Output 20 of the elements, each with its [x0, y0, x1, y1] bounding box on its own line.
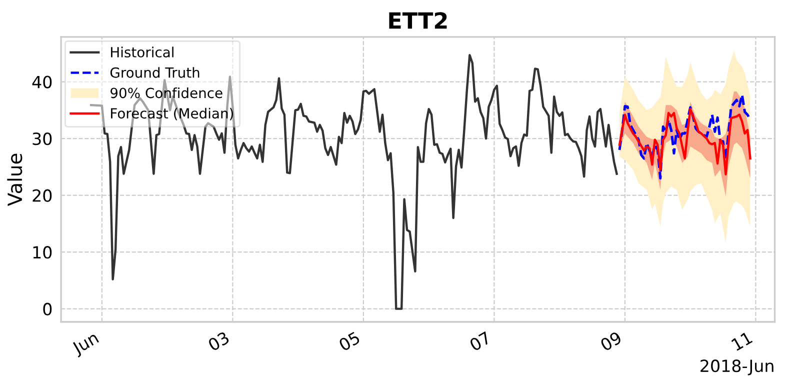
y-tick-label: 10 [33, 246, 52, 259]
legend-label: Historical [111, 46, 174, 58]
x-tick-label: 11 [731, 331, 753, 351]
text: 2018-Jun [700, 360, 774, 376]
line-series [618, 108, 752, 176]
y-tick-label: 20 [32, 189, 52, 202]
legend-label: 90% Confidence [110, 87, 222, 98]
line-series [618, 94, 752, 180]
x-tick-label: 09 [600, 331, 622, 352]
x-tick-label: 07 [468, 331, 492, 352]
x-tick-label: 05 [338, 331, 361, 352]
y-tick-label: 30 [32, 132, 52, 146]
legend-label: Ground Truth [110, 67, 200, 78]
y-axis-title: Value [7, 154, 22, 206]
x-tick-label: 03 [207, 331, 230, 352]
legend-label: Forecast (Median) [111, 108, 233, 120]
y-tick-label: 0 [43, 302, 52, 316]
x-tick-label: Jun [70, 331, 101, 358]
chart-title: ETT2 [389, 12, 447, 29]
y-tick-label: 40 [32, 76, 52, 88]
